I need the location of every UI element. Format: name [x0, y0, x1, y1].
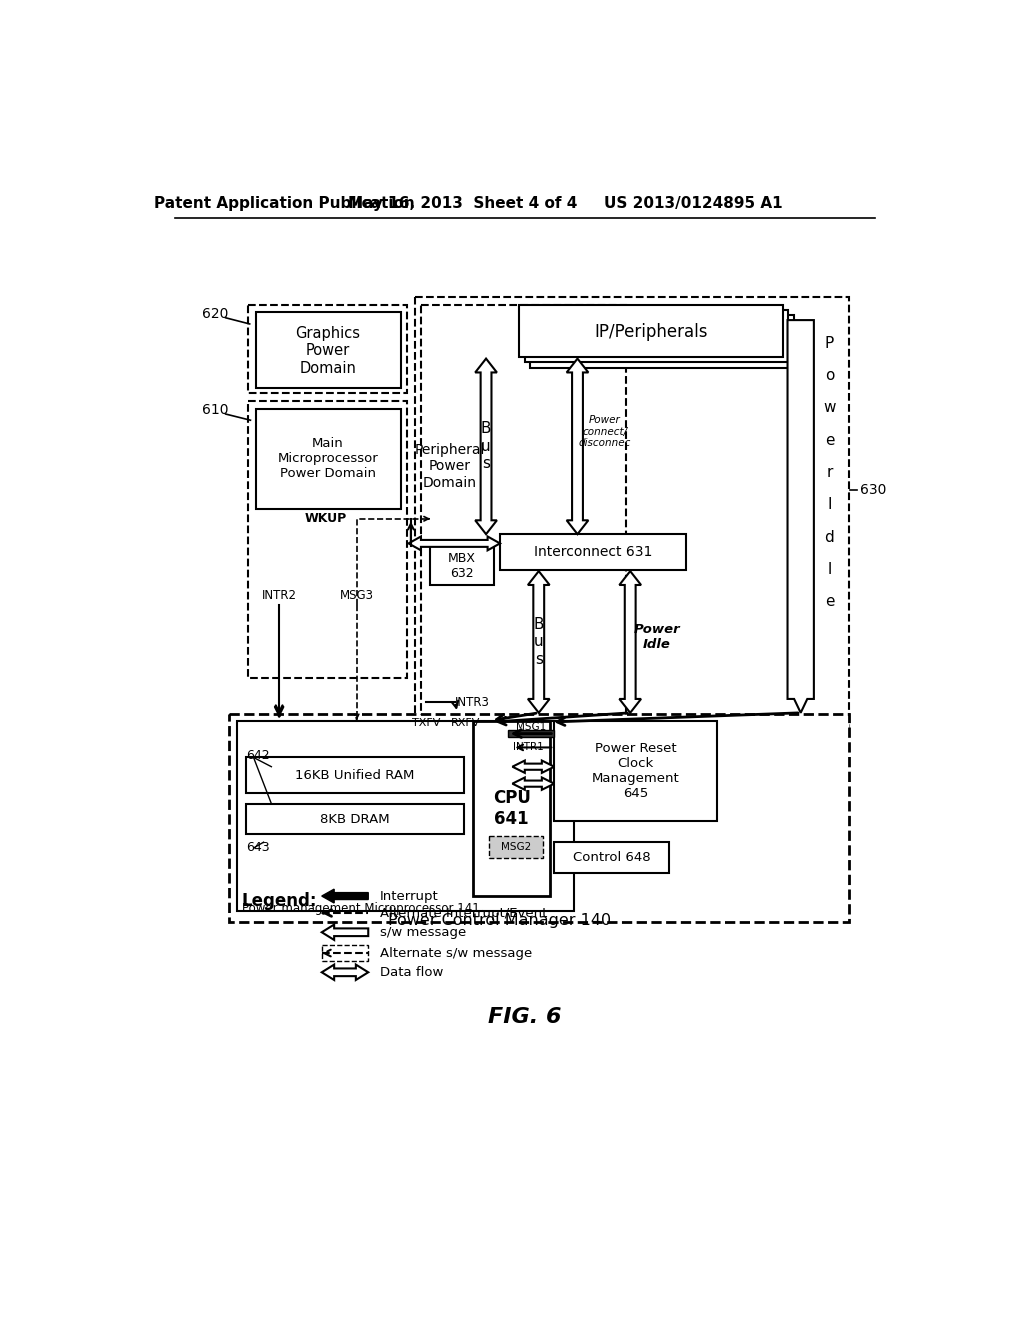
Polygon shape: [475, 359, 497, 535]
Text: Interconnect 631: Interconnect 631: [534, 545, 652, 558]
Text: Power
Idle: Power Idle: [633, 623, 680, 651]
Bar: [473, 721, 550, 896]
Polygon shape: [787, 321, 814, 713]
Text: Main
Microprocessor
Power Domain: Main Microprocessor Power Domain: [278, 437, 378, 480]
Text: Power
connect/
disconnec: Power connect/ disconnec: [579, 416, 631, 449]
Bar: [530, 315, 794, 368]
Text: Patent Application Publication: Patent Application Publication: [155, 195, 415, 211]
Text: IP/Peripherals: IP/Peripherals: [594, 323, 708, 342]
Text: INTR2: INTR2: [261, 589, 297, 602]
Text: 8KB DRAM: 8KB DRAM: [321, 813, 390, 825]
Bar: [500, 535, 686, 570]
Text: Alternate s/w message: Alternate s/w message: [380, 946, 532, 960]
Text: Power Control Manager 140: Power Control Manager 140: [388, 913, 611, 928]
Text: MSG2: MSG2: [501, 842, 531, 851]
Text: Legend:: Legend:: [242, 892, 316, 911]
Text: TXFV: TXFV: [413, 718, 440, 727]
Bar: [246, 804, 464, 834]
Text: 610: 610: [203, 403, 228, 417]
Text: Alternate Interrupt/Event: Alternate Interrupt/Event: [380, 907, 547, 920]
Text: INTR1: INTR1: [513, 742, 544, 752]
Text: d: d: [824, 529, 835, 545]
Polygon shape: [322, 924, 369, 940]
Text: INTR3: INTR3: [455, 696, 489, 709]
Text: RXFV: RXFV: [451, 718, 480, 727]
Bar: [554, 842, 669, 873]
Bar: [248, 401, 407, 678]
Bar: [237, 721, 573, 911]
Text: r: r: [826, 465, 833, 480]
Text: Graphics
Power
Domain: Graphics Power Domain: [296, 326, 360, 376]
Text: 16KB Unified RAM: 16KB Unified RAM: [295, 768, 415, 781]
Bar: [248, 305, 407, 393]
Text: 642: 642: [246, 748, 269, 762]
Text: e: e: [824, 594, 835, 610]
Text: Interrupt: Interrupt: [380, 890, 438, 903]
Text: o: o: [824, 368, 835, 383]
Bar: [524, 310, 788, 363]
Text: MBX
632: MBX 632: [449, 552, 476, 579]
Bar: [489, 836, 544, 858]
Bar: [421, 305, 627, 729]
Text: Peripheral
Power
Domain: Peripheral Power Domain: [415, 444, 484, 490]
Polygon shape: [620, 572, 641, 713]
Text: 630: 630: [860, 483, 887, 496]
Text: MSG3: MSG3: [340, 589, 374, 602]
Bar: [246, 758, 464, 793]
Bar: [430, 546, 494, 585]
Text: I: I: [827, 498, 831, 512]
Text: Power management Microprocessor 141: Power management Microprocessor 141: [242, 902, 479, 915]
Text: B
u
s: B u s: [481, 421, 492, 471]
Polygon shape: [322, 965, 369, 979]
Text: FIG. 6: FIG. 6: [488, 1007, 561, 1027]
Polygon shape: [566, 359, 589, 535]
Polygon shape: [322, 890, 369, 903]
Text: MSG1: MSG1: [516, 722, 546, 731]
Polygon shape: [512, 760, 554, 774]
Text: 643: 643: [246, 841, 269, 854]
Text: e: e: [824, 433, 835, 447]
Bar: [554, 721, 717, 821]
Text: B
u
s: B u s: [534, 616, 544, 667]
Text: w: w: [823, 400, 836, 416]
Text: Data flow: Data flow: [380, 966, 443, 979]
Polygon shape: [512, 777, 554, 789]
Polygon shape: [528, 572, 550, 713]
Bar: [415, 297, 849, 729]
Text: s/w message: s/w message: [380, 925, 466, 939]
Bar: [228, 714, 849, 923]
Text: P: P: [824, 335, 834, 351]
Text: Control 648: Control 648: [572, 851, 650, 865]
Text: US 2013/0124895 A1: US 2013/0124895 A1: [604, 195, 783, 211]
Text: 620: 620: [203, 308, 228, 321]
Polygon shape: [508, 730, 554, 738]
Bar: [256, 313, 400, 388]
Text: CPU
641: CPU 641: [493, 789, 530, 828]
Text: Power Reset
Clock
Management
645: Power Reset Clock Management 645: [592, 742, 680, 800]
Bar: [322, 945, 369, 961]
Text: l: l: [827, 562, 831, 577]
Polygon shape: [409, 536, 500, 550]
Bar: [256, 409, 400, 508]
Bar: [519, 305, 783, 358]
Text: WKUP: WKUP: [305, 512, 347, 525]
Text: May 16, 2013  Sheet 4 of 4: May 16, 2013 Sheet 4 of 4: [348, 195, 578, 211]
